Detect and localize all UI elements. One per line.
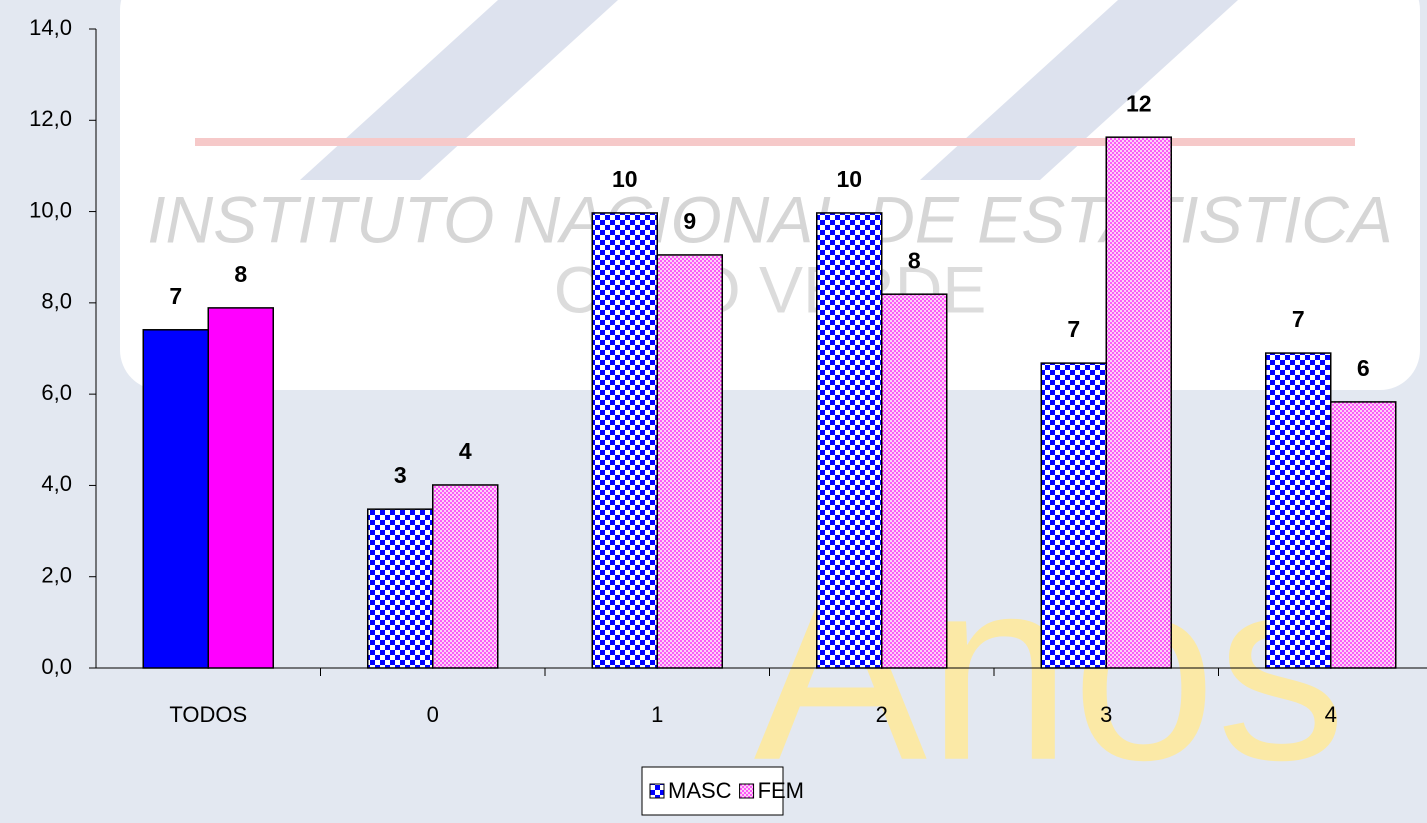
value-label: 7: [1067, 316, 1080, 342]
swoosh: [920, 0, 1238, 180]
value-label: 6: [1357, 355, 1370, 381]
legend-swatch: [739, 783, 755, 799]
value-label: 3: [394, 462, 407, 488]
x-tick-label: 4: [1325, 702, 1337, 727]
y-tick-label: 8,0: [41, 289, 72, 314]
x-tick-label: 3: [1100, 702, 1112, 727]
bar: [1105, 136, 1172, 669]
bar: [432, 484, 499, 669]
y-tick-label: 10,0: [29, 197, 72, 222]
bar: [591, 212, 658, 669]
value-label: 10: [836, 166, 862, 192]
value-label: 7: [1292, 306, 1305, 332]
value-label: 4: [459, 438, 472, 464]
legend-swatch: [649, 783, 665, 799]
swoosh: [300, 0, 618, 180]
legend-label: FEM: [758, 778, 804, 803]
y-tick-label: 12,0: [29, 106, 72, 131]
legend-label: MASC: [668, 778, 732, 803]
legend: MASC FEM: [641, 766, 804, 816]
x-tick-label: 0: [427, 702, 439, 727]
value-label: 8: [234, 261, 247, 287]
y-tick-label: 6,0: [41, 380, 72, 405]
bar: [367, 508, 434, 669]
y-tick-label: 0,0: [41, 654, 72, 679]
value-label: 7: [169, 283, 182, 309]
y-tick-label: 4,0: [41, 471, 72, 496]
x-tick-label: TODOS: [169, 702, 247, 727]
x-tick-label: 1: [651, 702, 663, 727]
value-label: 9: [683, 208, 696, 234]
bar: [1265, 352, 1332, 669]
y-tick-label: 14,0: [29, 15, 72, 40]
bar: [1330, 401, 1397, 669]
bar: [142, 329, 209, 669]
x-tick-label: 2: [876, 702, 888, 727]
y-tick-label: 2,0: [41, 563, 72, 588]
bar: [881, 293, 948, 669]
value-label: 8: [908, 247, 921, 273]
red-line: [195, 138, 1355, 146]
bar: [1040, 362, 1107, 669]
value-label: 10: [612, 166, 638, 192]
bar: [816, 212, 883, 669]
watermark: INSTITUTO NACIONAL DE ESTATISTICA: [147, 182, 1393, 256]
legend-box: [641, 766, 784, 816]
bar: [656, 254, 723, 669]
value-label: 12: [1126, 90, 1152, 116]
bar: [207, 307, 274, 669]
